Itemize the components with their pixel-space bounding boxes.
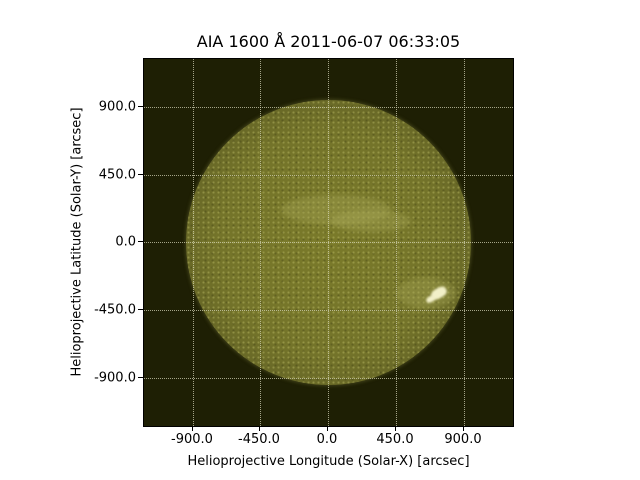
- grid-y-m450: [144, 310, 513, 311]
- y-tick-mark: [138, 241, 143, 242]
- x-tick-mark: [259, 426, 260, 431]
- grid-y-m900: [144, 378, 513, 379]
- x-tick-mark: [192, 426, 193, 431]
- x-tick-label: -450.0: [238, 432, 280, 447]
- y-tick-label: 0.0: [115, 234, 136, 250]
- y-tick-label: -900.0: [94, 370, 136, 386]
- grid-y-450: [144, 175, 513, 176]
- y-tick-mark: [138, 377, 143, 378]
- x-axis-title: Helioprojective Longitude (Solar-X) [arc…: [187, 454, 470, 469]
- grid-y-0: [144, 242, 513, 243]
- x-tick-label: 0.0: [316, 432, 338, 447]
- active-region-south: [396, 278, 456, 308]
- y-tick-label: 450.0: [98, 167, 136, 183]
- x-tick-mark: [395, 426, 396, 431]
- active-band-north: [281, 195, 391, 225]
- y-tick-label: 900.0: [98, 99, 136, 115]
- x-tick-mark: [327, 426, 328, 431]
- x-tick-mark: [463, 426, 464, 431]
- y-tick-mark: [138, 174, 143, 175]
- y-tick-mark: [138, 309, 143, 310]
- plot-title: AIA 1600 Å 2011-06-07 06:33:05: [196, 32, 461, 51]
- x-tick-label: -900.0: [171, 432, 213, 447]
- y-tick-mark: [138, 106, 143, 107]
- solar-image-axes: [143, 58, 514, 427]
- x-tick-label: 900.0: [444, 432, 482, 447]
- grid-y-900: [144, 107, 513, 108]
- active-band-center: [331, 210, 411, 232]
- y-tick-label: -450.0: [94, 302, 136, 318]
- y-axis-title: Helioprojective Latitude (Solar-Y) [arcs…: [69, 107, 85, 377]
- x-tick-label: 450.0: [376, 432, 414, 447]
